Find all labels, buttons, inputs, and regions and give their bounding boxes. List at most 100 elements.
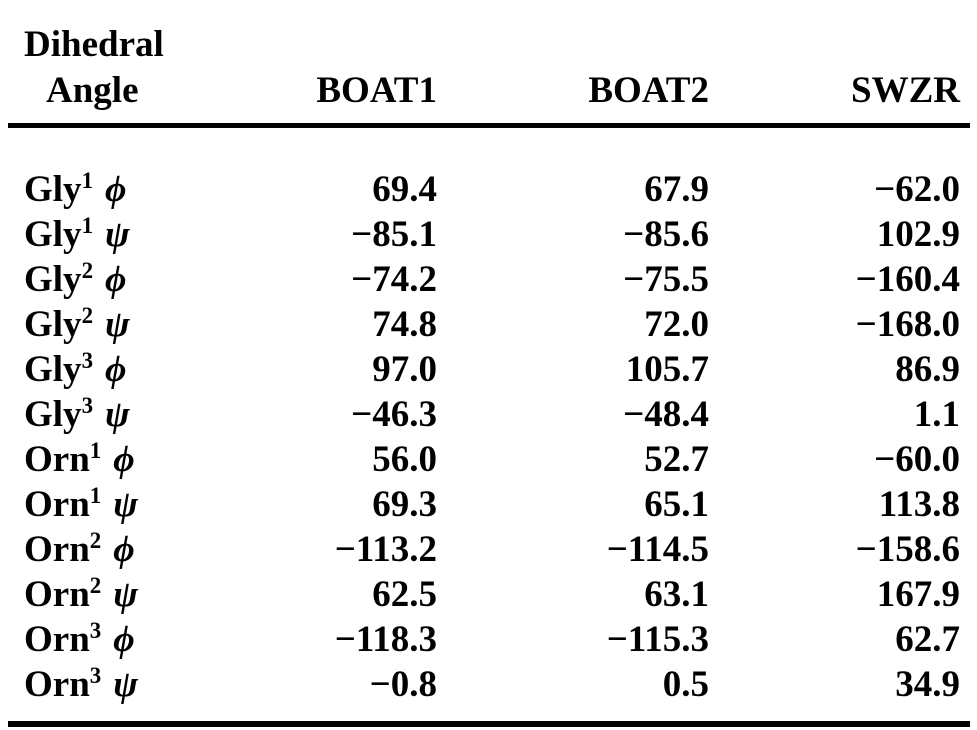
table-row: Orn2 ψ 62.5 63.1 167.9: [8, 572, 970, 617]
residue-superscript: 1: [81, 213, 94, 239]
cell-boat2: −114.5: [606, 529, 709, 570]
cell-boat1: 56.0: [372, 439, 437, 480]
row-label: Orn1 ψ: [8, 482, 233, 527]
row-label: Orn3 ψ: [8, 662, 233, 707]
column-header-swzr: SWZR: [851, 70, 960, 111]
angle-symbol: ϕ: [105, 259, 127, 300]
angle-symbol: ψ: [113, 574, 138, 615]
cell-boat1: 97.0: [372, 349, 437, 390]
residue-superscript: 1: [89, 438, 102, 464]
cell-boat2: −115.3: [606, 619, 709, 660]
residue-name: Gly: [24, 259, 82, 300]
residue-superscript: 1: [89, 483, 102, 509]
table-row: Gly1 ψ −85.1 −85.6 102.9: [8, 212, 970, 257]
cell-swzr: 167.9: [876, 574, 960, 615]
cell-swzr: −158.6: [855, 529, 960, 570]
table-row: Orn2 ϕ −113.2 −114.5 −158.6: [8, 527, 970, 572]
header-rule: [8, 123, 970, 128]
table-row: Gly1 ϕ 69.4 67.9 −62.0: [8, 167, 970, 212]
row-label: Orn3 ϕ: [8, 617, 233, 662]
cell-boat2: 52.7: [644, 439, 709, 480]
cell-boat1: −113.2: [334, 529, 437, 570]
residue-superscript: 2: [81, 258, 94, 284]
residue-superscript: 1: [81, 168, 94, 194]
row-label: Gly2 ψ: [8, 302, 233, 347]
cell-boat1: −118.3: [334, 619, 437, 660]
cell-boat1: −85.1: [351, 214, 437, 255]
cell-boat1: 74.8: [372, 304, 437, 345]
residue-superscript: 2: [81, 303, 94, 329]
cell-boat1: −46.3: [351, 394, 437, 435]
cell-swzr: 113.8: [878, 484, 960, 525]
cell-boat2: 0.5: [662, 664, 709, 705]
residue-name: Orn: [24, 664, 90, 705]
cell-boat1: −0.8: [369, 664, 437, 705]
angle-symbol: ψ: [113, 484, 138, 525]
row-label: Gly1 ϕ: [8, 167, 233, 212]
table-body: Gly1 ϕ 69.4 67.9 −62.0 Gly1 ψ −85.1 −85.6 …: [8, 167, 970, 707]
angle-symbol: ϕ: [105, 169, 127, 210]
cell-swzr: 102.9: [876, 214, 960, 255]
residue-name: Orn: [24, 484, 90, 525]
residue-superscript: 3: [81, 393, 94, 419]
angle-symbol: ϕ: [113, 439, 135, 480]
cell-swzr: −160.4: [855, 259, 960, 300]
stub-header-line1: Dihedral: [24, 24, 164, 65]
cell-boat2: 65.1: [644, 484, 709, 525]
residue-superscript: 3: [89, 663, 102, 689]
cell-boat2: −75.5: [623, 259, 709, 300]
column-header-boat2: BOAT2: [588, 70, 709, 111]
residue-name: Orn: [24, 574, 90, 615]
cell-boat2: 105.7: [625, 349, 709, 390]
table-row: Gly2 ϕ −74.2 −75.5 −160.4: [8, 257, 970, 302]
cell-boat1: −74.2: [351, 259, 437, 300]
table-header-row: Dihedral Angle BOAT1 BOAT2 SWZR: [8, 22, 970, 114]
angle-symbol: ψ: [105, 304, 130, 345]
table-row: Gly3 ψ −46.3 −48.4 1.1: [8, 392, 970, 437]
cell-boat2: −48.4: [623, 394, 709, 435]
table-row: Orn1 ϕ 56.0 52.7 −60.0: [8, 437, 970, 482]
stub-header: Dihedral Angle: [8, 22, 233, 114]
residue-superscript: 2: [89, 528, 102, 554]
table-row: Orn1 ψ 69.3 65.1 113.8: [8, 482, 970, 527]
angle-symbol: ϕ: [113, 619, 135, 660]
stub-header-line2: Angle: [46, 70, 139, 111]
cell-boat2: 72.0: [644, 304, 709, 345]
cell-swzr: −60.0: [874, 439, 960, 480]
cell-swzr: −168.0: [855, 304, 960, 345]
residue-superscript: 2: [89, 573, 102, 599]
cell-swzr: 62.7: [895, 619, 960, 660]
cell-swzr: 34.9: [895, 664, 960, 705]
residue-name: Orn: [24, 529, 90, 570]
residue-name: Orn: [24, 439, 90, 480]
residue-name: Gly: [24, 349, 82, 390]
cell-boat1: 69.4: [372, 169, 437, 210]
row-label: Orn2 ϕ: [8, 527, 233, 572]
row-label: Gly1 ψ: [8, 212, 233, 257]
row-label: Gly3 ψ: [8, 392, 233, 437]
row-label: Orn1 ϕ: [8, 437, 233, 482]
angle-symbol: ϕ: [113, 529, 135, 570]
residue-name: Gly: [24, 214, 82, 255]
cell-swzr: 1.1: [913, 394, 960, 435]
residue-superscript: 3: [89, 618, 102, 644]
residue-name: Gly: [24, 169, 82, 210]
angle-symbol: ψ: [105, 214, 130, 255]
row-label: Gly3 ϕ: [8, 347, 233, 392]
residue-name: Gly: [24, 304, 82, 345]
row-label: Orn2 ψ: [8, 572, 233, 617]
angle-symbol: ϕ: [105, 349, 127, 390]
row-label: Gly2 ϕ: [8, 257, 233, 302]
cell-boat1: 62.5: [372, 574, 437, 615]
footer-rule: [8, 721, 970, 727]
cell-boat2: 63.1: [644, 574, 709, 615]
table-row: Gly3 ϕ 97.0 105.7 86.9: [8, 347, 970, 392]
cell-boat2: −85.6: [623, 214, 709, 255]
cell-swzr: −62.0: [874, 169, 960, 210]
cell-swzr: 86.9: [895, 349, 960, 390]
cell-boat1: 69.3: [372, 484, 437, 525]
table-row: Gly2 ψ 74.8 72.0 −168.0: [8, 302, 970, 347]
column-header-boat1: BOAT1: [316, 70, 437, 111]
residue-superscript: 3: [81, 348, 94, 374]
